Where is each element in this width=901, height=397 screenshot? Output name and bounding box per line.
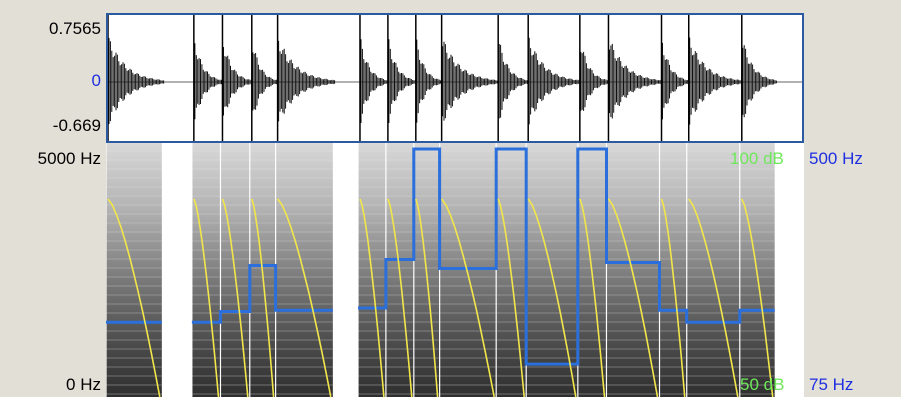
- spectrogram-segment: [606, 143, 659, 397]
- waveform-burst: [195, 43, 222, 119]
- waveform-burst: [224, 47, 252, 116]
- spectrogram-plot: [106, 143, 804, 397]
- waveform-burst: [743, 45, 777, 117]
- waveform-burst: [279, 41, 335, 122]
- intensity-max-label: 100 dB: [730, 150, 784, 167]
- pitch-max-label: 500 Hz: [809, 150, 863, 167]
- spectrogram-segment: [276, 143, 333, 397]
- waveform-burst: [499, 44, 527, 118]
- waveform-burst: [529, 38, 579, 125]
- waveform-burst: [109, 38, 164, 124]
- waveform-burst: [581, 52, 608, 111]
- waveform-burst: [417, 40, 441, 123]
- spectrogram-segment: [687, 143, 740, 397]
- waveform-burst: [361, 39, 388, 123]
- waveform-zero-label: 0: [0, 72, 101, 89]
- waveform-max-label: 0.7565: [0, 20, 101, 37]
- waveform-panel[interactable]: [106, 13, 804, 143]
- spectrogram-freq-min-label: 0 Hz: [0, 376, 101, 393]
- waveform-burst: [610, 44, 662, 119]
- waveform-burst: [690, 38, 742, 125]
- intensity-min-label: 50 dB: [740, 376, 784, 393]
- waveform-burst: [253, 52, 277, 110]
- pitch-min-label: 75 Hz: [809, 376, 853, 393]
- spectrogram-segment: [526, 143, 578, 397]
- spectrogram-panel[interactable]: [106, 143, 804, 397]
- waveform-burst: [443, 42, 498, 121]
- waveform-burst: [389, 39, 416, 123]
- waveform-burst: [663, 43, 688, 120]
- spectrogram-freq-max-label: 5000 Hz: [0, 150, 101, 167]
- spectrogram-segment: [106, 143, 162, 397]
- waveform-plot: [108, 15, 802, 141]
- waveform-min-label: -0.669: [0, 117, 101, 134]
